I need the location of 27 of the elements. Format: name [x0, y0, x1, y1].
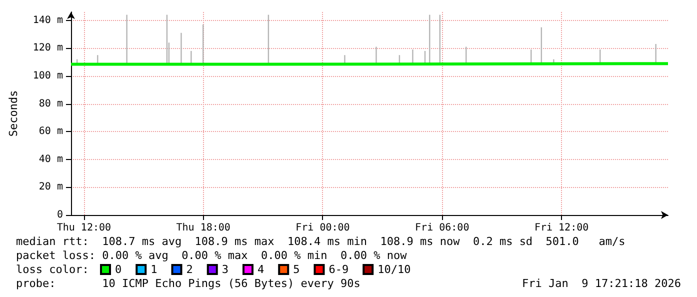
y-tick-label: 60 m [38, 126, 63, 138]
text: packet loss: 0.00 % avg 0.00 % max 0.00 % min 0.00 % now [16, 249, 407, 262]
text: median rtt: 108.7 ms avg 108.9 ms max 108.4 ms min 108.9 ms now 0.2 ms sd 501.0 am/s [16, 235, 626, 248]
legend-label: 4 [257, 263, 264, 276]
y-tick-label: 120 m [32, 42, 63, 54]
legend-label: 10/10 [378, 263, 411, 276]
x-tick-label: Fri 00:00 [296, 222, 350, 234]
x-tick-label: Fri 12:00 [534, 222, 589, 234]
y-tick-label: 40 m [38, 154, 63, 165]
legend-label: 3 [222, 263, 228, 276]
x-tick-label: Fri 06:00 [415, 222, 470, 234]
y-tick-label: 140 m [32, 14, 63, 26]
y-axis-title: Seconds [7, 90, 20, 137]
y-tick-label: 80 m [38, 98, 63, 110]
y-tick-label: 0 [56, 210, 63, 220]
legend-title: loss color: [16, 263, 89, 276]
legend-label: 1 [150, 263, 158, 276]
y-tick-label: 20 m [38, 182, 63, 193]
text: Fri Jan 9 17:21:18 2026 [522, 277, 681, 290]
y-tick-label: 100 m [32, 70, 63, 82]
legend-label: 6-9 [328, 263, 349, 276]
legend-label: 5 [293, 263, 300, 276]
legend-label: 0 [115, 263, 122, 276]
text: probe: 10 ICMP Echo Pings (56 Bytes) every 90s [16, 277, 360, 290]
x-tick-label: Thu 18:00 [176, 222, 230, 234]
legend-label: 2 [186, 263, 193, 276]
x-tick-label: Thu 12:00 [56, 222, 112, 234]
